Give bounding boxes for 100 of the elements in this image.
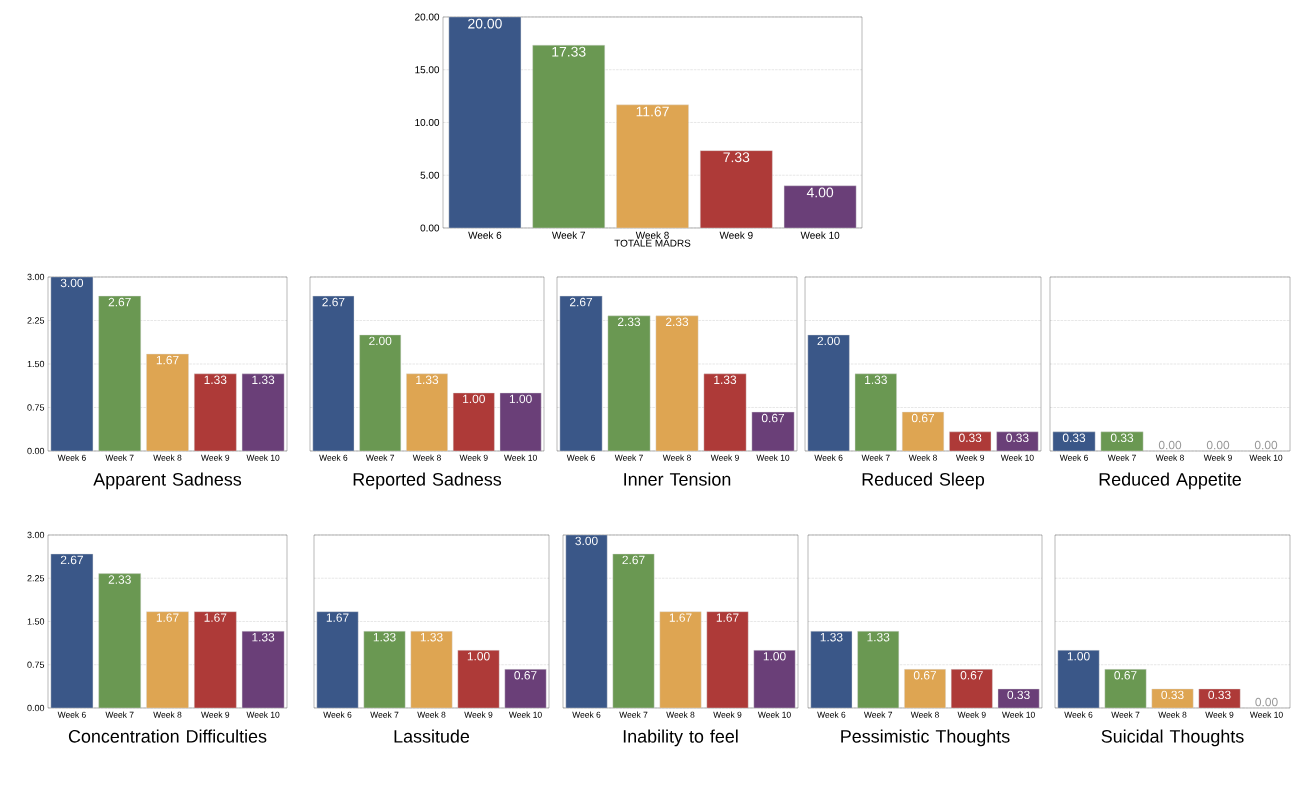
x-tick-label: Week 10 [508,711,542,718]
bar [753,650,796,709]
data-label: 2.33 [617,317,641,326]
data-label: 1.33 [867,632,890,642]
x-tick-label: Week 10 [246,711,280,718]
x-tick-label: Week 9 [1203,454,1232,461]
bar [612,553,655,709]
bar [406,373,448,452]
bar [241,631,285,709]
data-label: 2.67 [60,555,83,565]
data-label: 1.33 [820,632,843,642]
x-tick-label: Week 7 [105,454,134,461]
y-tick-label: 3.00 [27,273,45,281]
data-label: 1.00 [509,394,532,404]
x-tick-label: Week 7 [619,711,648,718]
y-tick-label: 0.00 [420,224,440,232]
text: Reduced Appetite [1099,472,1241,490]
data-label: 0.33 [1110,433,1134,442]
data-label: 0.33 [1006,433,1029,442]
bar [949,431,992,452]
x-tick-label: Week 8 [1158,711,1187,718]
x-tick-label: Week 9 [719,231,753,239]
x-tick-label: Week 10 [1249,711,1283,718]
x-tick-label: Week 8 [417,711,446,718]
x-tick-label: Week 10 [1000,454,1034,461]
bar [706,611,749,709]
data-label: 0.33 [1007,690,1030,700]
x-tick-label: Week 9 [957,711,986,718]
x-tick-label: Week 6 [57,711,86,718]
data-label: 0.33 [1161,690,1184,700]
data-label: 1.33 [252,632,275,642]
data-label: 2.33 [108,575,131,584]
y-tick-label: 1.50 [27,360,45,368]
data-label: 2.00 [817,336,840,346]
x-tick-label: Week 8 [412,454,441,461]
x-tick-label: Week 10 [1002,711,1035,718]
bar [616,104,689,229]
y-tick-label: 2.25 [27,575,45,582]
data-label: 2.00 [369,336,392,346]
bar [499,392,542,452]
x-tick-label: Week 7 [1107,454,1136,461]
bar [359,334,401,452]
x-tick-label: Week 6 [814,454,843,461]
bar [902,411,944,452]
data-label: 0.67 [960,671,983,680]
x-tick-label: Week 9 [201,454,230,461]
bar [807,334,850,452]
data-label: 0.00 [1206,440,1230,450]
x-tick-label: Week 8 [662,454,691,461]
y-tick-label: 0.00 [27,447,45,455]
data-label: 4.00 [806,187,834,198]
bar [703,373,747,452]
data-label: 0.33 [959,433,982,442]
x-tick-label: Week 6 [319,454,348,461]
data-label: 7.33 [723,152,750,163]
text: Suicidal Thoughts [1101,729,1244,747]
x-tick-label: Week 9 [955,454,985,461]
data-label: 1.00 [1067,652,1090,661]
x-tick-label: Week 6 [1064,711,1093,718]
x-tick-label: Week 9 [1205,711,1234,718]
x-tick-label: Week 7 [105,711,134,718]
bar [457,650,500,709]
bar [783,185,857,229]
x-tick-label: Week 8 [910,711,939,718]
bar [312,295,355,452]
data-label: 1.67 [204,613,227,622]
x-tick-label: Week 10 [800,231,840,239]
y-tick-label: 5.00 [420,171,440,179]
y-tick-label: 0.75 [27,404,45,411]
bar [98,573,141,709]
x-tick-label: Week 10 [504,454,537,461]
data-label: 17.33 [552,46,586,57]
x-tick-label: Week 6 [572,711,601,718]
bar [565,534,608,709]
bar [410,631,453,709]
x-tick-label: Week 9 [713,711,742,718]
bar [316,611,359,709]
bar [146,353,189,452]
bar [50,553,94,709]
data-label: 20.00 [468,18,502,29]
data-label: 1.33 [252,375,275,384]
data-label: 0.67 [1114,671,1137,680]
x-tick-label: Week 9 [710,454,739,461]
data-label: 1.67 [326,613,349,622]
y-tick-label: 2.25 [27,317,45,324]
x-tick-label: Week 7 [370,711,399,718]
bar [504,669,547,709]
x-tick-label: Week 8 [635,231,669,239]
text: Concentration Difficulties [68,729,267,743]
bar [607,315,651,452]
text: Inner Tension [624,472,731,486]
data-label: 0.67 [761,413,785,423]
text: Apparent Sadness [93,472,242,490]
data-label: 1.67 [156,355,179,365]
data-label: 1.33 [416,375,439,384]
data-label: 3.00 [60,278,84,288]
data-label: 2.67 [622,555,645,565]
text: Reduced Sleep [862,472,985,490]
data-label: 3.00 [575,536,598,546]
data-label: 0.67 [913,671,937,680]
